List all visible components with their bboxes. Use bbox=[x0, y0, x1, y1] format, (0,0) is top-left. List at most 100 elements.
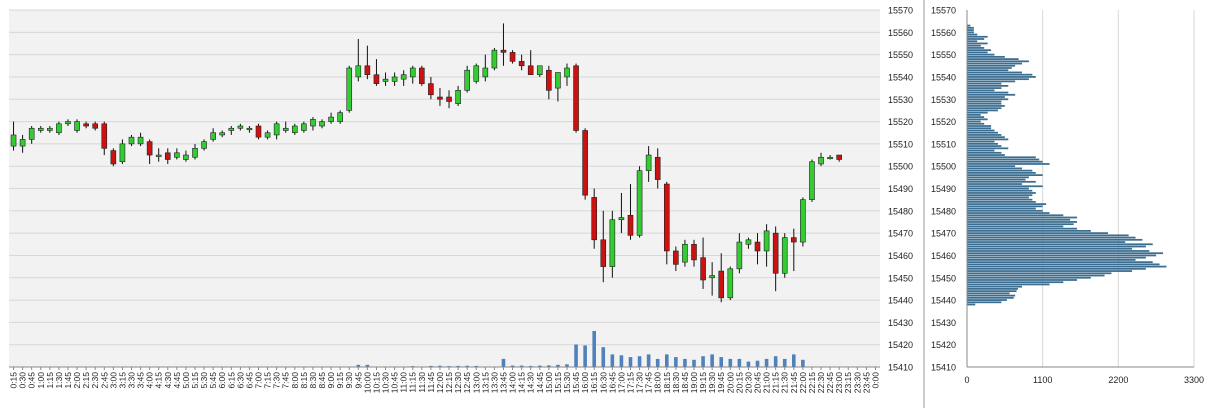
profile-bar bbox=[967, 147, 1009, 150]
candle-body bbox=[518, 61, 525, 67]
candle-body bbox=[428, 83, 434, 96]
profile-bar bbox=[967, 93, 1016, 96]
time-tick-label: 8:15 bbox=[299, 372, 309, 389]
time-tick-label: 0:15 bbox=[9, 372, 19, 389]
profile-price-tick-label: 15420 bbox=[931, 340, 956, 350]
time-tick-label: 1:45 bbox=[63, 372, 73, 389]
volume-bar bbox=[510, 365, 515, 367]
volume-bar bbox=[773, 356, 778, 367]
candle-body bbox=[527, 65, 534, 76]
time-tick-label: 8:30 bbox=[308, 372, 318, 389]
time-tick-label: 22:30 bbox=[816, 372, 826, 394]
profile-bar bbox=[967, 196, 1029, 199]
price-tick-label: 15410 bbox=[888, 363, 913, 373]
candle-body bbox=[110, 150, 117, 165]
volume-bar bbox=[701, 356, 705, 367]
volume-bar bbox=[537, 365, 542, 367]
time-tick-label: 17:30 bbox=[635, 372, 645, 394]
time-tick-label: 19:30 bbox=[707, 372, 717, 394]
profile-bar bbox=[967, 118, 988, 121]
profile-grid bbox=[1042, 10, 1195, 367]
price-tick-label: 15470 bbox=[888, 229, 913, 239]
profile-bar bbox=[967, 100, 1002, 103]
profile-bar bbox=[967, 111, 988, 114]
profile-bar bbox=[967, 281, 1064, 284]
time-tick-label: 15:15 bbox=[553, 372, 563, 394]
price-tick-label: 15480 bbox=[888, 206, 913, 216]
candle-body bbox=[273, 123, 280, 136]
candle-body bbox=[772, 232, 779, 274]
profile-bar bbox=[967, 102, 1002, 105]
volume-bar bbox=[664, 354, 669, 367]
volume-bars bbox=[356, 331, 805, 367]
candle-body bbox=[745, 239, 752, 245]
volume-bar bbox=[429, 365, 433, 367]
candle-body bbox=[564, 67, 570, 78]
time-tick-label: 2:00 bbox=[72, 372, 82, 389]
profile-bar bbox=[967, 265, 1167, 268]
profile-bar bbox=[967, 127, 992, 130]
candle-body bbox=[364, 65, 371, 76]
profile-bar bbox=[967, 218, 1071, 221]
time-tick-label: 19:15 bbox=[698, 372, 708, 394]
candle-body bbox=[164, 152, 171, 160]
profile-price-tick-label: 15570 bbox=[931, 6, 956, 16]
profile-bar bbox=[967, 234, 1129, 237]
time-tick-label: 6:30 bbox=[235, 372, 245, 389]
candlesticks bbox=[10, 23, 842, 303]
time-tick-label: 20:45 bbox=[753, 372, 763, 394]
axes: 15410 15410 15420 15420 15430 15430 15440 15440… bbox=[9, 6, 1204, 394]
time-tick-label: 1:30 bbox=[54, 372, 64, 389]
candle-body bbox=[818, 156, 824, 165]
profile-price-tick-label: 15500 bbox=[931, 162, 956, 172]
time-tick-label: 4:45 bbox=[172, 372, 182, 389]
time-tick-label: 3:30 bbox=[126, 372, 136, 389]
profile-x-tick-label: 0 bbox=[964, 375, 969, 385]
time-tick-label: 18:30 bbox=[671, 372, 681, 394]
profile-bar bbox=[967, 285, 1023, 288]
profile-bar bbox=[967, 107, 1002, 110]
price-tick-label: 15540 bbox=[888, 72, 913, 82]
time-tick-label: 11:30 bbox=[417, 372, 427, 393]
candle-body bbox=[464, 69, 470, 91]
time-tick-label: 7:00 bbox=[254, 372, 264, 389]
candle-body bbox=[174, 152, 180, 158]
candle-body bbox=[573, 65, 579, 131]
profile-bar bbox=[967, 71, 1023, 74]
profile-bar bbox=[967, 24, 971, 27]
volume-bar bbox=[710, 354, 714, 367]
volume-bar bbox=[764, 358, 769, 367]
profile-bar bbox=[967, 109, 998, 112]
volume-bar bbox=[801, 359, 805, 367]
time-tick-label: 2:15 bbox=[81, 372, 91, 389]
volume-bar bbox=[692, 359, 696, 367]
candle-body bbox=[219, 132, 226, 136]
volume-bar bbox=[683, 358, 687, 367]
time-tick-label: 18:15 bbox=[662, 372, 672, 394]
price-grid bbox=[9, 9, 880, 368]
profile-bar bbox=[967, 261, 1153, 264]
time-tick-label: 21:30 bbox=[780, 372, 790, 394]
profile-bar bbox=[967, 116, 985, 118]
profile-bar bbox=[967, 140, 995, 143]
profile-bar bbox=[967, 154, 1005, 156]
volume-bar bbox=[646, 354, 651, 367]
profile-price-tick-label: 15540 bbox=[931, 72, 956, 82]
price-tick-label: 15500 bbox=[888, 162, 913, 172]
candle-body bbox=[128, 136, 135, 145]
time-tick-label: 0:00 bbox=[870, 372, 880, 389]
candle-body bbox=[246, 127, 253, 131]
candle-body bbox=[600, 239, 607, 267]
profile-bar bbox=[967, 279, 1078, 281]
candle-body bbox=[65, 121, 71, 125]
time-tick-label: 19:45 bbox=[716, 372, 726, 394]
profile-bar bbox=[967, 241, 1126, 243]
candle-body bbox=[155, 154, 162, 157]
profile-x-tick-label: 3300 bbox=[1184, 375, 1204, 385]
volume-profile-bars bbox=[967, 24, 1167, 306]
profile-bar bbox=[967, 183, 1023, 185]
profile-bar bbox=[967, 105, 1005, 107]
candle-body bbox=[700, 257, 706, 281]
profile-bar bbox=[967, 167, 1023, 170]
candle-body bbox=[546, 69, 552, 91]
